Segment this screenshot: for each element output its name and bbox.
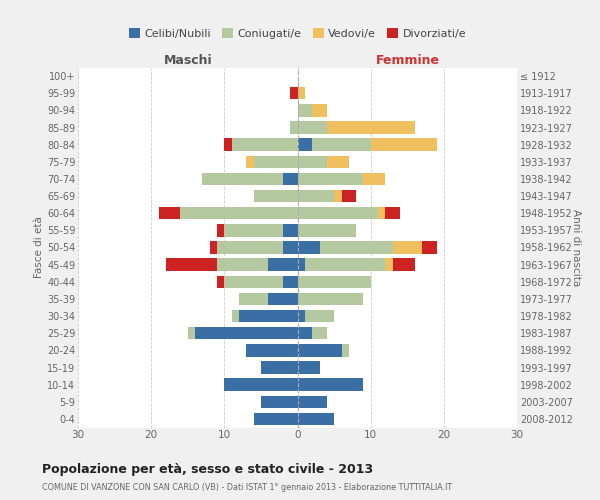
Bar (268, 293, 298, 305)
Bar (217, 224, 224, 236)
Bar (298, 224, 356, 236)
Bar (341, 190, 356, 202)
Bar (371, 138, 437, 151)
Bar (298, 362, 320, 374)
Bar (247, 344, 298, 356)
Bar (298, 138, 312, 151)
Bar (290, 122, 298, 134)
Bar (268, 258, 298, 271)
Bar (232, 310, 239, 322)
Bar (298, 104, 312, 117)
Bar (254, 156, 298, 168)
Bar (298, 344, 341, 356)
Bar (298, 190, 334, 202)
Legend: Celibi/Nubili, Coniugati/e, Vedovi/e, Divorziati/e: Celibi/Nubili, Coniugati/e, Vedovi/e, Di… (127, 26, 469, 41)
Bar (254, 413, 298, 425)
Bar (247, 156, 254, 168)
Bar (298, 242, 320, 254)
Bar (364, 173, 385, 185)
Text: Maschi: Maschi (163, 54, 212, 68)
Text: Popolazione per età, sesso e stato civile - 2013: Popolazione per età, sesso e stato civil… (42, 462, 373, 475)
Bar (298, 293, 364, 305)
Bar (210, 242, 217, 254)
Bar (195, 327, 298, 340)
Bar (298, 378, 364, 391)
Bar (239, 293, 268, 305)
Bar (334, 190, 341, 202)
Bar (298, 310, 305, 322)
Bar (298, 122, 327, 134)
Bar (181, 207, 298, 220)
Text: COMUNE DI VANZONE CON SAN CARLO (VB) - Dati ISTAT 1° gennaio 2013 - Elaborazione: COMUNE DI VANZONE CON SAN CARLO (VB) - D… (42, 484, 452, 492)
Bar (188, 327, 195, 340)
Text: Femmine: Femmine (376, 54, 439, 68)
Bar (422, 242, 437, 254)
Bar (385, 258, 393, 271)
Bar (202, 173, 283, 185)
Bar (298, 276, 371, 288)
Bar (283, 242, 298, 254)
Bar (298, 258, 305, 271)
Bar (261, 396, 298, 408)
Bar (298, 396, 327, 408)
Bar (158, 207, 181, 220)
Bar (232, 138, 298, 151)
Bar (312, 104, 327, 117)
Bar (224, 224, 283, 236)
Bar (327, 122, 415, 134)
Y-axis label: Anni di nascita: Anni di nascita (571, 209, 581, 286)
Bar (224, 138, 232, 151)
Bar (312, 327, 327, 340)
Bar (283, 173, 298, 185)
Bar (224, 378, 298, 391)
Bar (283, 276, 298, 288)
Bar (312, 138, 371, 151)
Bar (254, 190, 298, 202)
Bar (305, 310, 334, 322)
Bar (298, 327, 312, 340)
Bar (290, 87, 298, 100)
Bar (298, 207, 378, 220)
Y-axis label: Fasce di età: Fasce di età (34, 216, 44, 278)
Bar (298, 87, 305, 100)
Bar (298, 413, 334, 425)
Bar (378, 207, 385, 220)
Bar (298, 156, 327, 168)
Bar (385, 207, 400, 220)
Bar (217, 242, 283, 254)
Bar (217, 276, 224, 288)
Bar (393, 258, 415, 271)
Bar (298, 173, 364, 185)
Bar (239, 310, 298, 322)
Bar (393, 242, 422, 254)
Bar (224, 276, 283, 288)
Bar (217, 258, 268, 271)
Bar (166, 258, 217, 271)
Bar (320, 242, 393, 254)
Bar (283, 224, 298, 236)
Bar (341, 344, 349, 356)
Bar (261, 362, 298, 374)
Bar (327, 156, 349, 168)
Bar (305, 258, 385, 271)
